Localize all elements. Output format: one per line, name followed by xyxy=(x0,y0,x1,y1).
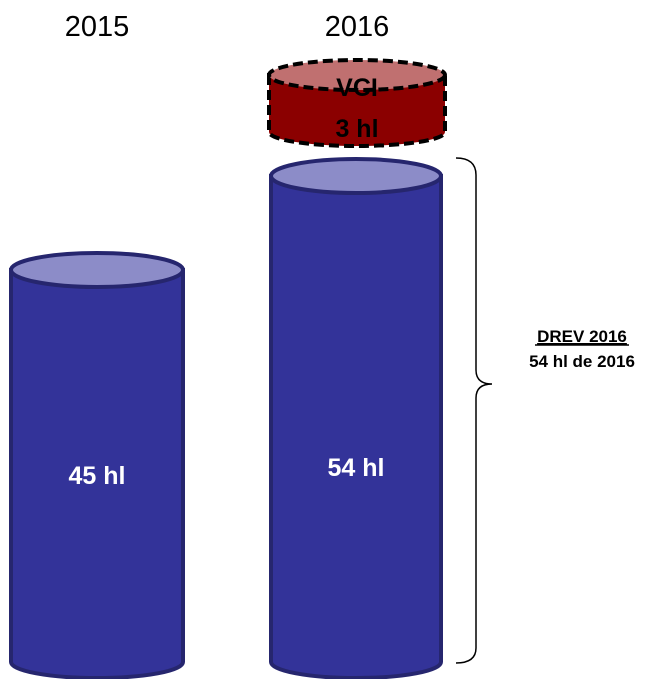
cylinder xyxy=(269,157,443,679)
cylinder xyxy=(9,251,185,679)
vci-name: VCI xyxy=(336,74,378,102)
brace-title: DREV 2016 xyxy=(537,327,627,346)
volume-label: 54 hl xyxy=(328,454,385,482)
year-label: 2016 xyxy=(325,11,390,43)
brace-subtitle: 54 hl de 2016 xyxy=(529,352,635,371)
vci-cylinder xyxy=(267,58,447,148)
volume-label: 45 hl xyxy=(69,462,126,490)
year-label: 2015 xyxy=(65,11,130,43)
vci-label: 3 hl xyxy=(335,115,378,143)
brace xyxy=(455,157,493,664)
